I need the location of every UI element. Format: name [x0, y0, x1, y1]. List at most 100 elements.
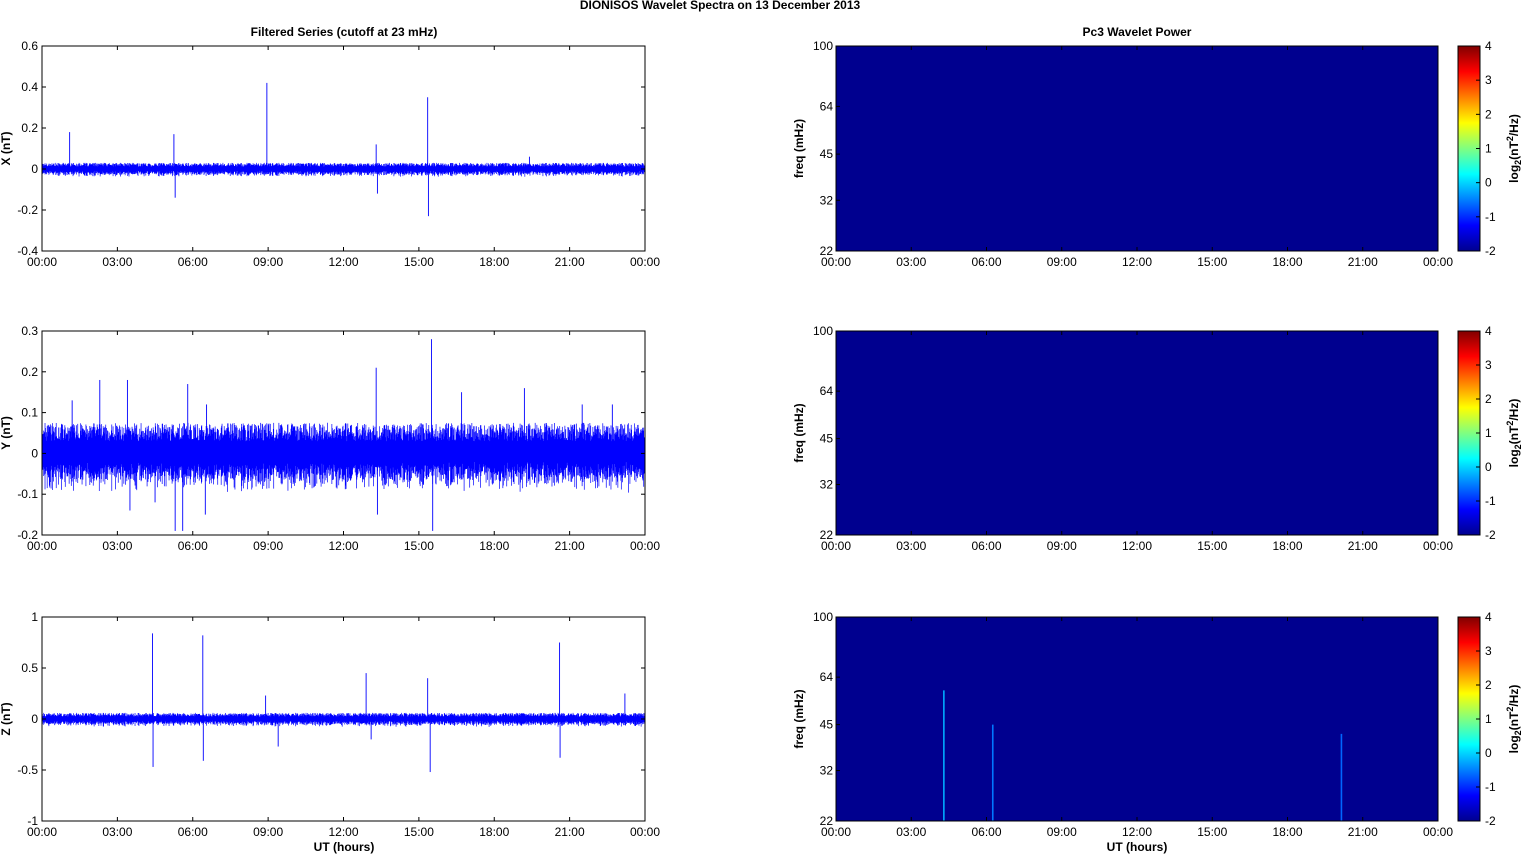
ytick-label: 22	[820, 814, 834, 828]
ts-xtick-label: 03:00	[102, 255, 132, 269]
ytick-label: -0.4	[17, 244, 38, 258]
ytick-label: 100	[813, 610, 833, 624]
ytick-label: 0	[31, 712, 38, 726]
ts-xtick-label: 09:00	[253, 539, 283, 553]
pw-xtick-label: 00:00	[1423, 825, 1453, 839]
pw-xtick-label: 03:00	[896, 539, 926, 553]
colorbar-label: log2(nT2/Hz)	[1505, 685, 1523, 754]
power-field	[836, 331, 1438, 535]
ytick-label: 64	[820, 384, 834, 398]
ytick-label: 45	[820, 147, 834, 161]
ts-xtick-label: 06:00	[178, 255, 208, 269]
ts-xtick-label: 00:00	[630, 539, 660, 553]
ytick-label: 100	[813, 39, 833, 53]
timeseries-panel-y: -0.2 -0.1 0 0.1 0.2 0.3 00:00 03:00 06:00 09:00 12…	[0, 324, 660, 553]
ylabel-px: freq (mHz)	[792, 119, 806, 178]
ytick-label: 32	[820, 478, 834, 492]
pw-xtick-label: 09:00	[1047, 255, 1077, 269]
ytick-label: 0.6	[21, 39, 38, 53]
colorbar-label-part: log	[1507, 165, 1521, 183]
colorbar-label-part: 2	[1513, 160, 1523, 165]
colorbar-label-part: /Hz)	[1507, 399, 1521, 421]
ts-xtick-label: 21:00	[555, 255, 585, 269]
colorbar-tick-label: 0	[1485, 746, 1492, 760]
pw-xtick-label: 06:00	[971, 255, 1001, 269]
ytick-label: 32	[820, 193, 834, 207]
colorbar-tick-label: 1	[1485, 426, 1492, 440]
pw-xtick-label: 18:00	[1272, 825, 1302, 839]
left-column-title: Filtered Series (cutoff at 23 mHz)	[251, 25, 438, 39]
pw-xtick-label: 21:00	[1348, 255, 1378, 269]
ts-xtick-label: 12:00	[328, 255, 358, 269]
ts-xtick-label: 00:00	[27, 539, 57, 553]
pw-xtick-label: 12:00	[1122, 825, 1152, 839]
colorbar-label-part: 2	[1513, 444, 1523, 449]
pw-xtick-label: 09:00	[1047, 539, 1077, 553]
colorbar-tick-label: 0	[1485, 176, 1492, 190]
ts-xtick-label: 00:00	[27, 255, 57, 269]
ts-xtick-label: 15:00	[404, 255, 434, 269]
ts-xtick-label: 00:00	[630, 825, 660, 839]
ts-xtick-label: 18:00	[479, 255, 509, 269]
colorbar-tick-label: -2	[1485, 244, 1496, 258]
colorbar-label-part: 2	[1505, 707, 1515, 712]
ts-xtick-label: 03:00	[102, 539, 132, 553]
ytick-label: 1	[31, 610, 38, 624]
colorbar-tick-label: 1	[1485, 142, 1492, 156]
power-field	[836, 46, 1438, 251]
ytick-label: 0.2	[21, 121, 38, 135]
ts-xtick-label: 21:00	[555, 539, 585, 553]
colorbar-label: log2(nT2/Hz)	[1505, 399, 1523, 468]
figure-suptitle: DIONISOS Wavelet Spectra on 13 December …	[580, 0, 861, 12]
pw-xtick-label: 18:00	[1272, 255, 1302, 269]
colorbar-label-part: 2	[1513, 730, 1523, 735]
colorbar-tick-label: 3	[1485, 644, 1492, 658]
ytick-label: -0.2	[17, 203, 38, 217]
colorbar-tick-label: 2	[1485, 392, 1492, 406]
pw-xtick-label: 15:00	[1197, 255, 1227, 269]
pw-xtick-label: 09:00	[1047, 825, 1077, 839]
right-xaxis-label: UT (hours)	[1107, 840, 1168, 854]
ts-xtick-label: 06:00	[178, 825, 208, 839]
ts-xtick-label: 21:00	[555, 825, 585, 839]
ytick-label: 0	[31, 162, 38, 176]
ts-xtick-label: 09:00	[253, 825, 283, 839]
ts-xtick-label: 12:00	[328, 825, 358, 839]
pw-xtick-label: 00:00	[1423, 255, 1453, 269]
colorbar-label: log2(nT2/Hz)	[1505, 114, 1523, 183]
ytick-label: 0.4	[21, 80, 38, 94]
colorbar-label-part: log	[1507, 449, 1521, 467]
ytick-label: 32	[820, 764, 834, 778]
axes-layer: -0.4-0.200.20.40.600:00 03:00 06:00 09:00 12…	[0, 39, 1523, 839]
ylabel-y: Y (nT)	[0, 416, 13, 450]
colorbar-tick-label: 3	[1485, 73, 1492, 87]
ts-xtick-label: 03:00	[102, 825, 132, 839]
ytick-label: -0.2	[17, 528, 38, 542]
plot-area	[42, 46, 645, 251]
ytick-label: 45	[820, 718, 834, 732]
colorbar-tick-label: 4	[1485, 610, 1492, 624]
pw-xtick-label: 06:00	[971, 539, 1001, 553]
pw-xtick-label: 00:00	[821, 825, 851, 839]
colorbar-tick-label: 0	[1485, 460, 1492, 474]
ytick-label: -0.5	[17, 763, 38, 777]
colorbar-tick-label: -1	[1485, 494, 1496, 508]
pw-xtick-label: 21:00	[1348, 539, 1378, 553]
colorbar-tick-label: 4	[1485, 324, 1492, 338]
timeseries-panel-x: -0.4 -0.2 0 0.2 0.4 0.6 00:00 03:00 06:00 09:00 12…	[0, 39, 660, 269]
pw-xtick-label: 15:00	[1197, 539, 1227, 553]
ylabel-py: freq (mHz)	[792, 403, 806, 462]
ts-xtick-label: 18:00	[479, 539, 509, 553]
pw-xtick-label: 03:00	[896, 255, 926, 269]
ytick-label: -1	[27, 814, 38, 828]
ts-xtick-label: 09:00	[253, 255, 283, 269]
pw-xtick-label: 15:00	[1197, 825, 1227, 839]
colorbar-tick-label: 2	[1485, 107, 1492, 121]
colorbar-label-part: (nT	[1507, 425, 1521, 444]
colorbar-tick-label: -2	[1485, 814, 1496, 828]
pw-xtick-label: 00:00	[1423, 539, 1453, 553]
left-xaxis-label: UT (hours)	[314, 840, 375, 854]
colorbar-label-part: /Hz)	[1507, 685, 1521, 707]
